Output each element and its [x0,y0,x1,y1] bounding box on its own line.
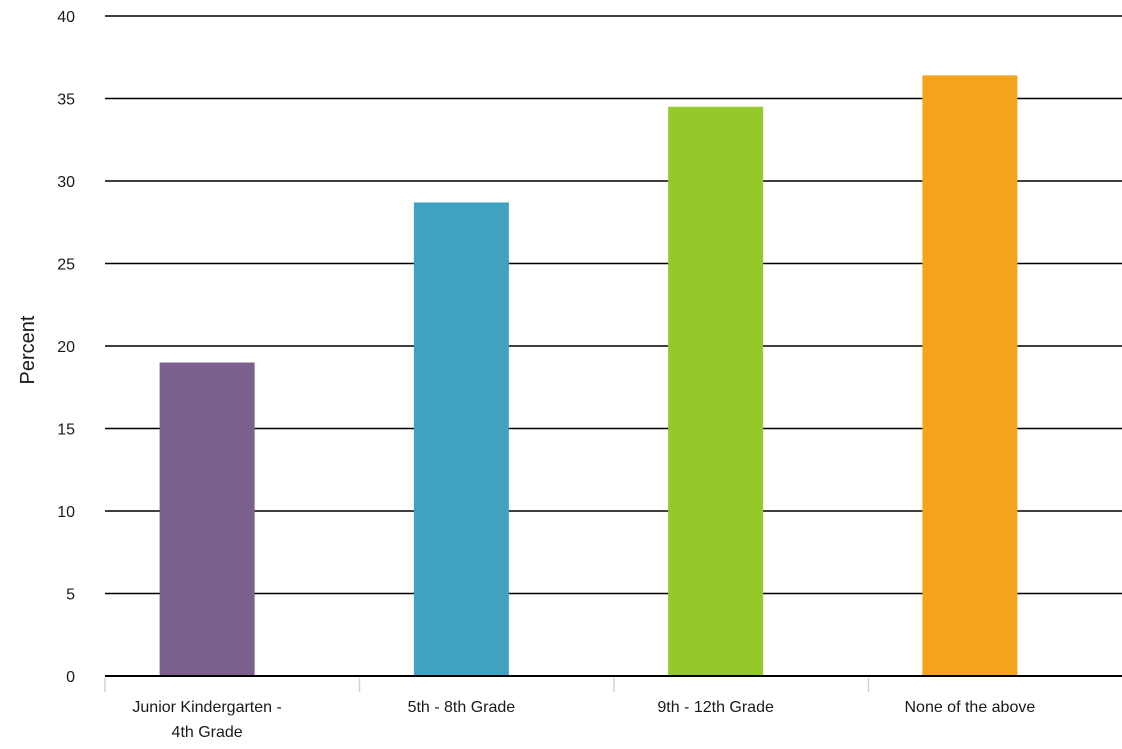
bars [159,75,1018,676]
y-tick-label: 10 [57,504,75,521]
y-tick-label: 30 [57,174,75,191]
y-axis-title: Percent [17,315,39,384]
x-tick-label: Junior Kindergarten -4th Grade [132,699,281,741]
bar [922,75,1018,676]
y-tick-label: 35 [57,92,75,109]
y-tick-label: 15 [57,422,75,439]
x-tick-label: None of the above [904,699,1035,716]
y-tick-label: 20 [57,339,75,356]
y-tick-label: 5 [66,587,75,604]
bar [413,202,509,676]
gridlines [105,15,1122,595]
y-tick-label: 40 [57,9,75,26]
x-axis [104,675,1122,692]
x-tick-label: 5th - 8th Grade [408,699,516,716]
y-tick-label: 25 [57,257,75,274]
x-tick-labels: Junior Kindergarten -4th Grade 5th - 8th … [132,699,1035,741]
bar [668,106,764,676]
x-tick-label: 9th - 12th Grade [657,699,774,716]
bar [159,362,255,676]
y-tick-labels: 0 5 10 15 20 25 30 35 40 [57,9,75,686]
y-tick-label: 0 [66,669,75,686]
